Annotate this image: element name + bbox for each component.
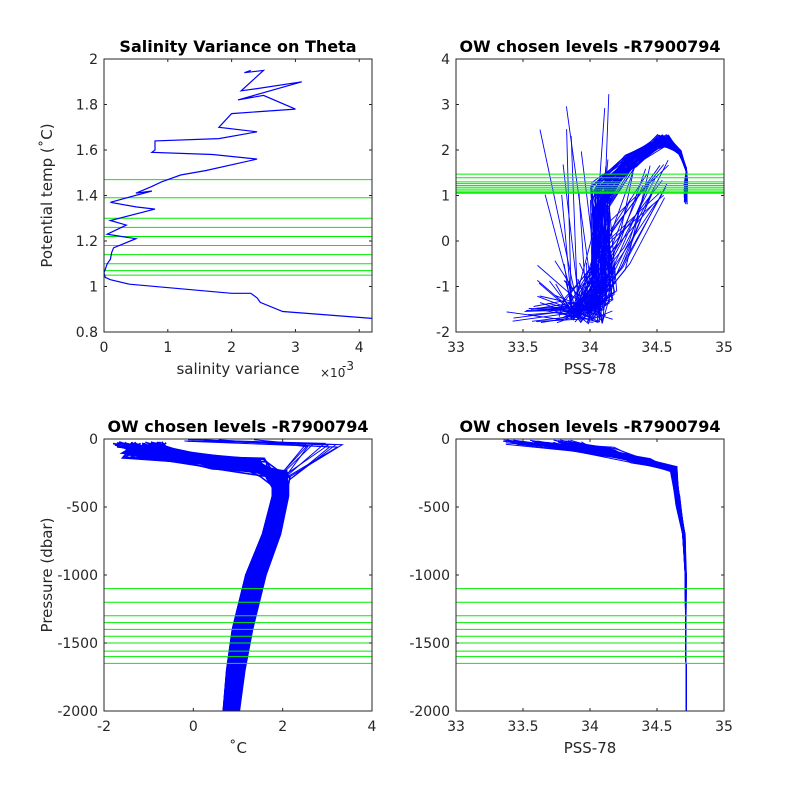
x-tick-label: 34.5 <box>641 719 672 735</box>
profile-line <box>568 441 687 711</box>
x-tick-label: 33 <box>447 719 465 735</box>
y-tick-label: -1000 <box>57 568 98 584</box>
y-tick-label: 3 <box>441 98 450 114</box>
x-tick-label: 2 <box>278 719 287 735</box>
y-tick-label: -1 <box>436 280 450 296</box>
y-tick-label: 1.2 <box>76 234 98 250</box>
y-tick-label: 1.4 <box>76 189 98 205</box>
x-tick-label: 34 <box>581 340 599 356</box>
y-tick-label: 0.8 <box>76 325 98 341</box>
profile-line <box>203 439 310 481</box>
profile-line <box>579 136 687 308</box>
plot-4: 33 33.5 34 34.5 35 -2000 -1500 -1000 -500 0 OW cho… <box>409 417 733 757</box>
y-tick-label: 0 <box>89 432 98 448</box>
x-exponent-value: -3 <box>342 359 354 373</box>
data-layer <box>456 439 724 711</box>
profile-line <box>530 168 647 310</box>
y-tick-label: 1.8 <box>76 98 98 114</box>
plot-background <box>456 439 724 711</box>
chart-title: OW chosen levels -R7900794 <box>459 417 720 436</box>
profile-line <box>531 184 650 322</box>
y-tick-label: 1 <box>441 189 450 205</box>
x-tick-label: 2 <box>227 340 236 356</box>
x-exponent-label: ×10 <box>320 366 345 380</box>
y-tick-label: -1500 <box>57 636 98 652</box>
chart-title: Salinity Variance on Theta <box>119 37 356 56</box>
chart-title: OW chosen levels -R7900794 <box>107 417 368 436</box>
x-tick-label: 34 <box>581 719 599 735</box>
profile-line <box>275 441 308 481</box>
y-tick-label: 4 <box>441 52 450 68</box>
x-tick-label: 4 <box>355 340 364 356</box>
profile-line <box>184 440 338 481</box>
y-axis-label: Pressure (dbar) <box>38 518 56 633</box>
chart-title: OW chosen levels -R7900794 <box>459 37 720 56</box>
profile-line <box>262 441 315 481</box>
x-tick-label: 4 <box>368 719 377 735</box>
x-axis-label: PSS-78 <box>564 739 617 757</box>
x-tick-label: 1 <box>163 340 172 356</box>
plot-3: -2 0 2 4 -2000 -1500 -1000 -500 0 OW chosen level… <box>38 417 377 757</box>
x-tick-label: 34.5 <box>641 340 672 356</box>
y-tick-label: -2000 <box>57 704 98 720</box>
profile-line <box>550 175 657 319</box>
x-tick-label: 33 <box>447 340 465 356</box>
y-tick-label: -2 <box>436 325 450 341</box>
x-tick-label: 0 <box>189 719 198 735</box>
y-tick-label: 1.6 <box>76 143 98 159</box>
profile-line <box>556 187 655 324</box>
y-tick-label: -500 <box>418 500 450 516</box>
x-axis-label: ˚C <box>229 739 247 757</box>
y-tick-label: -1500 <box>409 636 450 652</box>
data-layer <box>456 94 724 325</box>
profile-line <box>218 439 331 481</box>
y-tick-label: -500 <box>66 500 98 516</box>
y-tick-label: 1 <box>89 280 98 296</box>
profile-line <box>558 198 632 317</box>
x-tick-label: 35 <box>715 719 733 735</box>
x-tick-label: -2 <box>97 719 111 735</box>
x-tick-label: 33.5 <box>507 340 538 356</box>
y-tick-label: 0 <box>441 234 450 250</box>
data-layer <box>104 69 372 319</box>
y-tick-label: -1000 <box>409 568 450 584</box>
plot-1: 0 1 2 3 4 0.8 1 1.2 1.4 1.6 1.8 2 Salinity Variance … <box>38 37 373 380</box>
profile-line <box>528 186 667 311</box>
profile-line <box>536 168 635 322</box>
data-layer <box>104 439 372 711</box>
x-axis-label: salinity variance <box>176 360 299 378</box>
salinity-variance-line <box>104 69 372 319</box>
x-axis-label: PSS-78 <box>564 360 617 378</box>
y-tick-label: -2000 <box>409 704 450 720</box>
y-axis-label: Potential temp (˚C) <box>38 123 56 267</box>
profile-line <box>567 191 662 313</box>
x-tick-label: 33.5 <box>507 719 538 735</box>
profile-line <box>186 440 340 481</box>
y-tick-label: 0 <box>441 432 450 448</box>
profile-line <box>556 165 651 320</box>
x-tick-label: 0 <box>100 340 109 356</box>
x-tick-label: 3 <box>291 340 300 356</box>
y-tick-label: 2 <box>89 52 98 68</box>
profile-line <box>542 164 669 323</box>
y-tick-label: 2 <box>441 143 450 159</box>
x-tick-label: 35 <box>715 340 733 356</box>
